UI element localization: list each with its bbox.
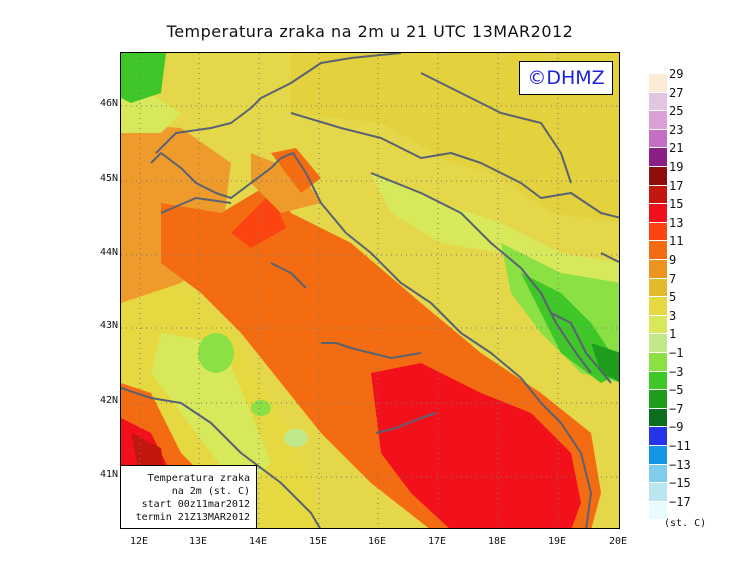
legend-label: 17	[669, 178, 684, 193]
lon-label-17e: 17E	[427, 536, 447, 547]
legend-label: 3	[669, 308, 677, 323]
legend-swatch	[649, 148, 667, 166]
legend-label: 25	[669, 104, 684, 119]
legend-label: −17	[669, 494, 691, 509]
legend-label: 11	[669, 234, 684, 249]
chart-title: Temperatura zraka na 2m u 21 UTC 13MAR20…	[166, 22, 574, 41]
legend-unit: (st. C)	[664, 518, 707, 529]
lon-label-15e: 15E	[308, 536, 328, 547]
copyright-label: ©DHMZ	[519, 61, 613, 95]
legend-swatch	[649, 446, 667, 464]
legend-swatch	[649, 315, 667, 334]
legend-label: −13	[669, 457, 691, 472]
legend-label: 7	[669, 271, 677, 286]
legend-swatch	[649, 167, 667, 185]
info-units: na 2m (st. C)	[171, 486, 250, 497]
lat-label-43n: 43N	[99, 320, 118, 331]
legend-swatch	[649, 390, 667, 408]
lon-label-12e: 12E	[129, 536, 149, 547]
lat-label-45n: 45N	[99, 173, 118, 184]
legend-swatch	[649, 371, 667, 390]
legend-swatch	[649, 297, 667, 315]
lon-label-14e: 14E	[248, 536, 268, 547]
info-box: Temperatura zraka na 2m (st. C) start 00…	[121, 465, 257, 528]
legend-label: 5	[669, 290, 677, 305]
lon-label-18e: 18E	[487, 536, 507, 547]
legend-swatch	[649, 74, 667, 92]
info-variable: Temperatura zraka	[147, 473, 250, 484]
legend-label: 19	[669, 160, 684, 174]
lon-label-19e: 19E	[547, 536, 567, 547]
lat-label-41n: 41N	[99, 469, 118, 480]
legend-label: −11	[669, 439, 691, 453]
lon-label-16e: 16E	[367, 536, 387, 547]
legend-swatch	[649, 353, 667, 371]
legend-swatch	[649, 129, 667, 148]
legend-swatch	[649, 483, 667, 501]
legend-label: −9	[669, 420, 684, 435]
legend-label: 21	[669, 141, 684, 156]
legend-swatch	[649, 501, 667, 520]
legend-swatch	[649, 222, 667, 241]
legend-label: 1	[669, 327, 677, 342]
legend-label: 29	[669, 67, 684, 81]
lat-label-46n: 46N	[99, 98, 118, 109]
info-start: start 00z11mar2012	[141, 499, 250, 510]
lon-label-20e: 20E	[608, 536, 628, 547]
info-termin: termin 21Z13MAR2012	[135, 512, 250, 523]
legend-swatch	[649, 427, 667, 445]
legend-swatch	[649, 464, 667, 483]
legend-label: 15	[669, 197, 684, 212]
legend-swatch	[649, 278, 667, 297]
legend-label: −1	[669, 346, 684, 360]
temperature-map: ©DHMZ Temperatura zraka na 2m (st. C) st…	[120, 52, 620, 529]
legend-label: −7	[669, 401, 684, 416]
legend-swatch	[649, 241, 667, 259]
legend-swatch	[649, 185, 667, 204]
legend-swatch	[649, 334, 667, 352]
map-canvas	[121, 53, 619, 528]
legend-label: −15	[669, 476, 691, 491]
lat-label-44n: 44N	[99, 247, 118, 258]
lat-label-42n: 42N	[99, 395, 118, 406]
legend-swatch	[649, 408, 667, 427]
legend-label: −3	[669, 364, 684, 379]
legend-swatch	[649, 260, 667, 278]
legend-label: 9	[669, 253, 677, 267]
legend-label: 23	[669, 122, 684, 137]
legend-label: 27	[669, 85, 684, 100]
legend-swatch	[649, 204, 667, 222]
lon-label-13e: 13E	[188, 536, 208, 547]
legend-swatch	[649, 111, 667, 129]
legend-swatch	[649, 92, 667, 111]
legend-label: −5	[669, 383, 684, 398]
legend-label: 13	[669, 215, 684, 230]
